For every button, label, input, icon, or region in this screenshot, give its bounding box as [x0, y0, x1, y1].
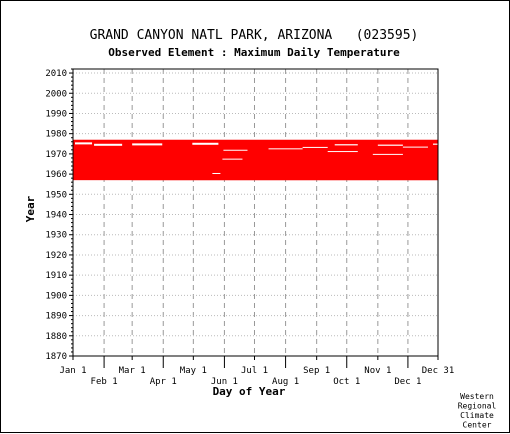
missing-data-gap [94, 144, 122, 146]
missing-data-gap [403, 147, 428, 148]
missing-data-gap [223, 150, 247, 151]
plot-border [73, 69, 438, 356]
credit-line: Western [460, 392, 494, 401]
x-tick-label: Apr 1 [150, 377, 177, 387]
x-axis-ticks: Jan 1 Mar 1 May 1 Jul 1 Sep 1 Nov 1 Dec 31 Feb … [59, 356, 454, 387]
y-tick-label: 1980 [45, 130, 67, 140]
x-tick-label: Jan 1 [59, 366, 86, 376]
x-tick-label: Mar 1 [119, 366, 146, 376]
y-tick-label: 2000 [45, 89, 67, 99]
y-tick-label: 1910 [45, 271, 67, 281]
y-tick-label: 1890 [45, 312, 67, 322]
x-tick-label: Nov 1 [364, 366, 391, 376]
chart-title: GRAND CANYON NATL PARK, ARIZONA (023595) [90, 28, 419, 43]
data-row [132, 180, 232, 181]
x-tick-label: May 1 [180, 366, 207, 376]
y-tick-label: 1970 [45, 150, 67, 160]
y-axis-ticks: 1870 1880 1890 1900 1910 1920 1930 1940 1950 1960… [45, 69, 73, 362]
y-tick-label: 2010 [45, 69, 67, 79]
missing-data-gap [269, 148, 303, 149]
x-axis-label: Day of Year [213, 385, 286, 398]
missing-data-gap [303, 147, 328, 148]
y-tick-label: 1930 [45, 231, 67, 241]
missing-data-gap [212, 173, 220, 174]
y-tick-label: 1960 [45, 170, 67, 180]
chart-subtitle: Observed Element : Maximum Daily Tempera… [108, 46, 400, 59]
y-tick-label: 1940 [45, 211, 67, 221]
y-tick-label: 1880 [45, 332, 67, 342]
missing-data-gap [192, 143, 218, 145]
missing-data-gap [378, 145, 403, 146]
x-tick-label: Sep 1 [303, 366, 330, 376]
x-tick-label: Jul 1 [241, 366, 268, 376]
plot-area [73, 69, 438, 356]
y-tick-label: 1870 [45, 352, 67, 362]
credit-line: Climate [460, 411, 494, 420]
credit-line: Regional [458, 402, 497, 411]
missing-data-gap [75, 142, 92, 144]
missing-data-gap [132, 143, 162, 145]
data-coverage-block [73, 140, 438, 180]
missing-data-gap [373, 154, 403, 155]
x-tick-label: Oct 1 [333, 377, 360, 387]
y-tick-label: 1900 [45, 291, 67, 301]
credit-line: Center [463, 421, 492, 430]
y-tick-label: 1990 [45, 109, 67, 119]
missing-data-gap [335, 144, 358, 145]
missing-data-gap [328, 151, 358, 152]
y-axis-label: Year [24, 195, 37, 222]
x-tick-label: Dec 1 [394, 377, 421, 387]
missing-data-gap [433, 144, 438, 145]
missing-data-gap [222, 159, 242, 160]
x-tick-label: Feb 1 [91, 377, 118, 387]
x-tick-label: Dec 31 [422, 366, 455, 376]
data-row [232, 179, 322, 180]
y-tick-label: 1920 [45, 251, 67, 261]
y-tick-label: 1950 [45, 190, 67, 200]
